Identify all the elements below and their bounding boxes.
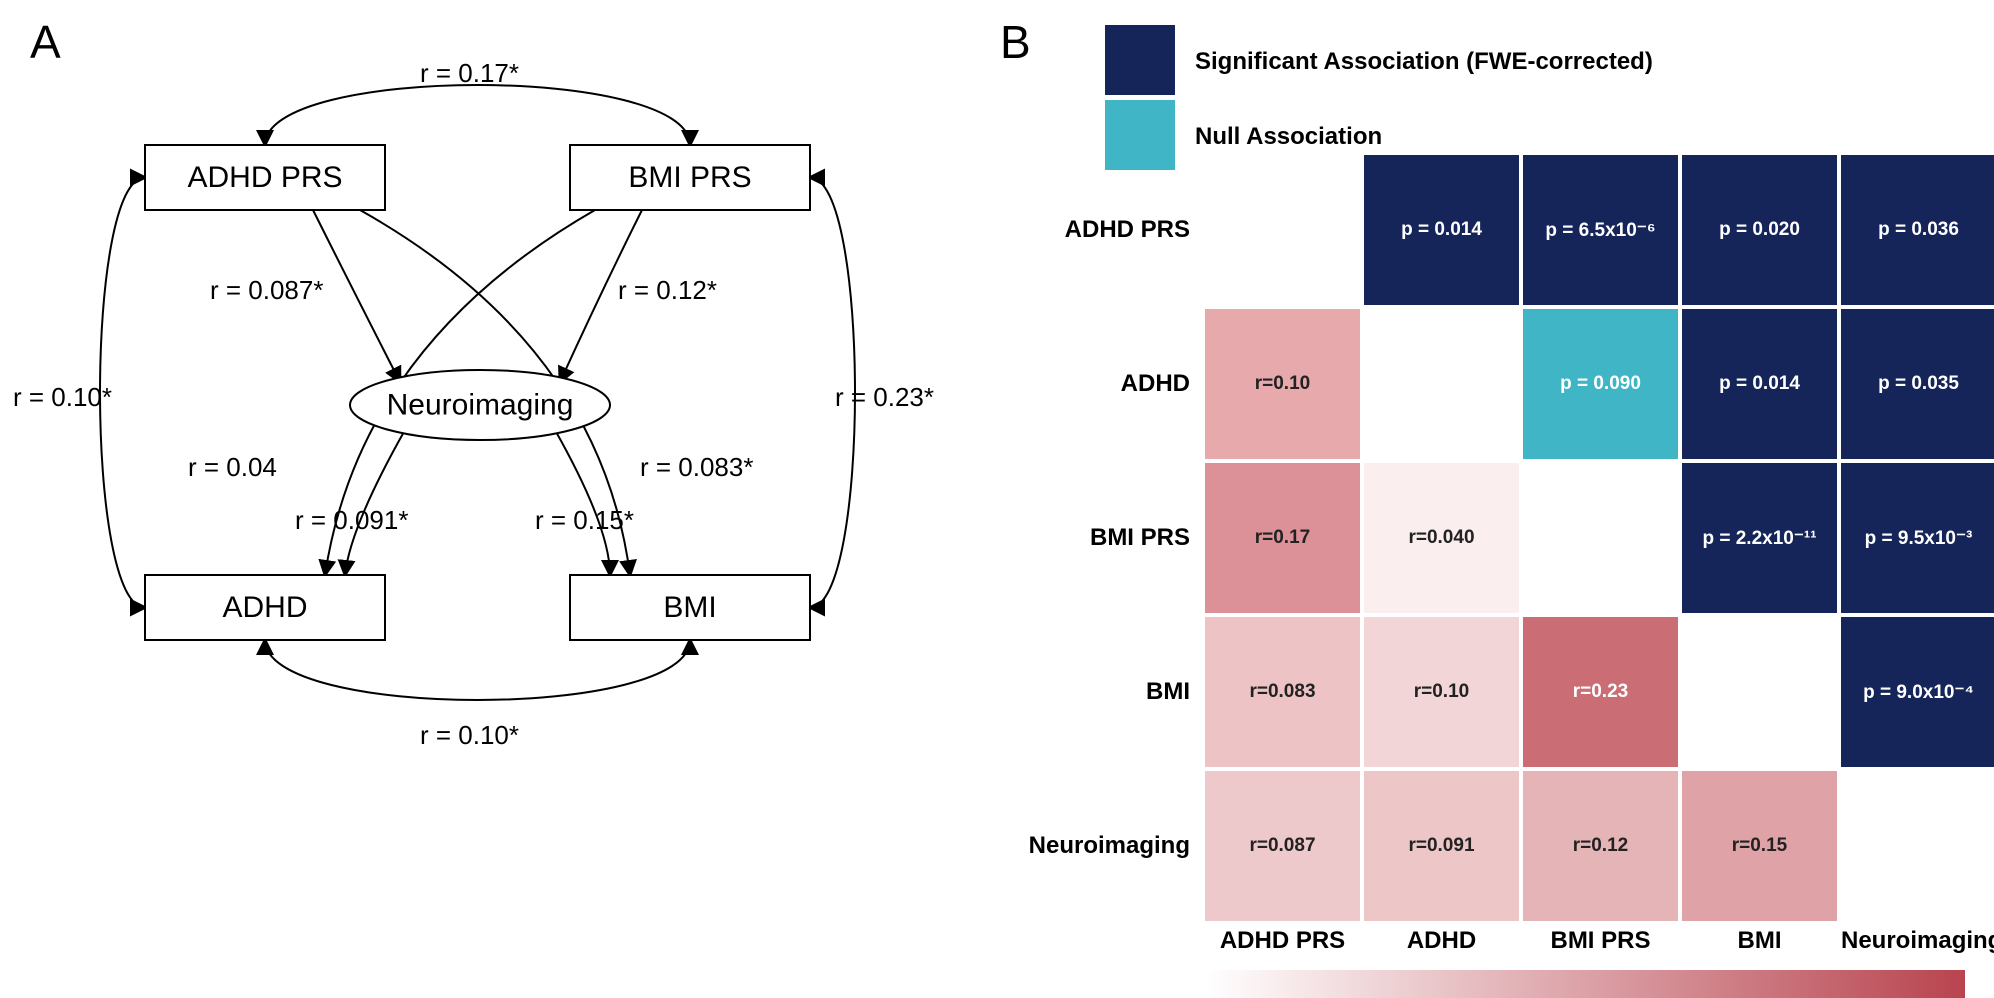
heatmap-cell-1-3: p = 0.014: [1682, 309, 1837, 459]
heatmap-col-label-1: ADHD: [1364, 927, 1519, 955]
heatmap-row-label-0: ADHD PRS: [1020, 216, 1190, 244]
edge-label-bmiprs-bmi: r = 0.23*: [835, 382, 934, 413]
node-label-adhd: ADHD: [222, 591, 307, 624]
heatmap-cell-3-2: r=0.23: [1523, 617, 1678, 767]
node-label-bmi: BMI: [663, 591, 716, 624]
heatmap-row-label-3: BMI: [1020, 678, 1190, 706]
edge-label-bmiprs-neuro: r = 0.12*: [618, 275, 717, 306]
heatmap-row-label-2: BMI PRS: [1020, 524, 1190, 552]
heatmap-row-label-4: Neuroimaging: [1020, 832, 1190, 860]
heatmap-cell-3-4: p = 9.0x10⁻⁴: [1841, 617, 1994, 767]
legend-null-label: Null Association: [1195, 123, 1382, 151]
heatmap-cell-2-0: r=0.17: [1205, 463, 1360, 613]
edge-label-adhdprs-bmi: r = 0.083*: [640, 452, 753, 483]
edge-label-adhdprs-adhd: r = 0.10*: [13, 382, 112, 413]
heatmap-cell-4-3: r=0.15: [1682, 771, 1837, 921]
heatmap-cell-2-4: p = 9.5x10⁻³: [1841, 463, 1994, 613]
legend-significant-swatch: [1105, 25, 1175, 95]
edge-label-neuro-adhd: r = 0.091*: [295, 505, 408, 536]
heatmap-cell-4-2: r=0.12: [1523, 771, 1678, 921]
heatmap-cell-2-1: r=0.040: [1364, 463, 1519, 613]
heatmap-col-label-3: BMI: [1682, 927, 1837, 955]
legend-significant-label: Significant Association (FWE-corrected): [1195, 48, 1653, 76]
heatmap-cell-2-3: p = 2.2x10⁻¹¹: [1682, 463, 1837, 613]
heatmap-cell-4-1: r=0.091: [1364, 771, 1519, 921]
heatmap-cell-1-4: p = 0.035: [1841, 309, 1994, 459]
heatmap-cell-0-1: p = 0.014: [1364, 155, 1519, 305]
colorbar: [1205, 970, 1965, 998]
edge-label-adhdprs-neuro: r = 0.087*: [210, 275, 323, 306]
edge-label-neuro-bmi: r = 0.15*: [535, 505, 634, 536]
heatmap-cell-1-0: r=0.10: [1205, 309, 1360, 459]
edge-label-adhd-bmi: r = 0.10*: [420, 720, 519, 751]
panel-b-label: B: [1000, 15, 1031, 69]
node-label-adhd_prs: ADHD PRS: [187, 161, 342, 194]
node-label-bmi_prs: BMI PRS: [628, 161, 751, 194]
heatmap-cell-3-0: r=0.083: [1205, 617, 1360, 767]
legend-null-swatch: [1105, 100, 1175, 170]
heatmap-cell-0-4: p = 0.036: [1841, 155, 1994, 305]
heatmap-cell-0-2: p = 6.5x10⁻⁶: [1523, 155, 1678, 305]
heatmap-cell-4-0: r=0.087: [1205, 771, 1360, 921]
edge-label-adhdprs-bmiprs: r = 0.17*: [420, 58, 519, 89]
heatmap-cell-3-1: r=0.10: [1364, 617, 1519, 767]
heatmap-cell-0-3: p = 0.020: [1682, 155, 1837, 305]
heatmap-cell-1-2: p = 0.090: [1523, 309, 1678, 459]
node-label-neuro: Neuroimaging: [387, 389, 574, 422]
heatmap-row-label-1: ADHD: [1020, 370, 1190, 398]
panel-a-diagram: ADHD PRS BMI PRS Neuroimaging ADHD BMI: [0, 0, 970, 820]
heatmap-col-label-4: Neuroimaging: [1841, 927, 1994, 955]
edge-label-bmiprs-adhd: r = 0.04: [188, 452, 277, 483]
heatmap-col-label-0: ADHD PRS: [1205, 927, 1360, 955]
heatmap-col-label-2: BMI PRS: [1523, 927, 1678, 955]
